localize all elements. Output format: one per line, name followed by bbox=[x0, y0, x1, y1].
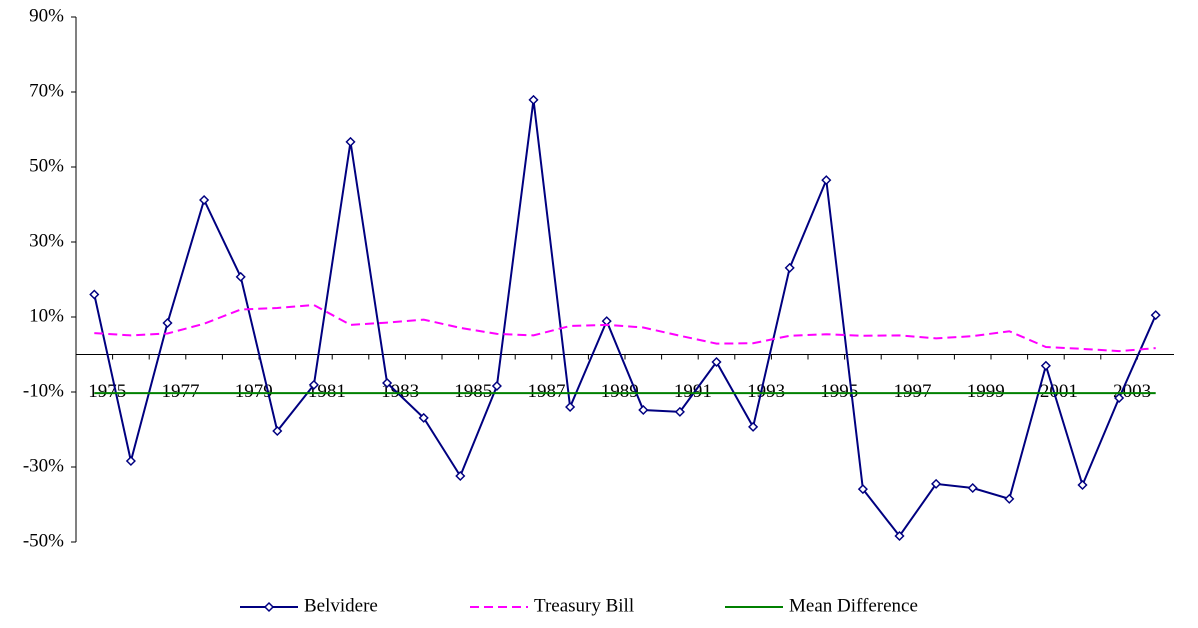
point-marker bbox=[235, 271, 246, 282]
point-marker bbox=[1150, 310, 1161, 321]
legend-label: Belvidere bbox=[304, 595, 378, 616]
point-marker bbox=[308, 379, 319, 390]
legend-label: Treasury Bill bbox=[534, 595, 634, 616]
x-tick-label: 1977 bbox=[162, 381, 200, 402]
point-marker bbox=[1040, 360, 1051, 371]
y-tick-label: 70% bbox=[29, 80, 64, 101]
point-marker bbox=[125, 455, 136, 467]
y-tick-label: -50% bbox=[23, 530, 64, 551]
point-marker bbox=[528, 94, 539, 105]
x-tick-label: 1999 bbox=[967, 381, 1005, 402]
legend-label: Mean Difference bbox=[789, 595, 918, 616]
point-marker bbox=[821, 175, 832, 186]
point-marker bbox=[1077, 479, 1088, 491]
point-marker bbox=[455, 470, 466, 482]
point-marker bbox=[162, 317, 173, 329]
y-tick-label: 10% bbox=[29, 305, 64, 326]
point-marker bbox=[894, 530, 905, 542]
point-marker bbox=[711, 356, 722, 368]
y-tick-label: 90% bbox=[29, 5, 64, 26]
point-marker bbox=[272, 425, 283, 437]
x-tick-label: 1995 bbox=[820, 381, 858, 402]
point-marker bbox=[857, 484, 868, 495]
point-marker bbox=[748, 421, 759, 432]
point-marker bbox=[491, 380, 502, 392]
x-tick-label: 1989 bbox=[601, 381, 639, 402]
point-marker bbox=[638, 404, 649, 416]
y-tick-label: 30% bbox=[29, 230, 64, 251]
x-tick-label: 1991 bbox=[674, 381, 712, 402]
point-marker bbox=[565, 401, 576, 413]
x-tick-label: 1985 bbox=[454, 381, 492, 402]
point-marker bbox=[418, 412, 429, 423]
x-tick-label: 1975 bbox=[88, 381, 126, 402]
x-tick-label: 2001 bbox=[1040, 381, 1078, 402]
point-marker bbox=[382, 377, 393, 389]
legend-marker bbox=[263, 601, 275, 613]
x-tick-label: 1993 bbox=[747, 381, 785, 402]
point-marker bbox=[345, 136, 356, 147]
y-tick-label: -30% bbox=[23, 455, 64, 476]
y-tick-label: -10% bbox=[23, 380, 64, 401]
y-tick-label: 50% bbox=[29, 155, 64, 176]
point-marker bbox=[89, 289, 100, 300]
x-tick-label: 1997 bbox=[894, 381, 932, 402]
point-marker bbox=[1004, 493, 1015, 504]
point-marker bbox=[931, 478, 942, 489]
series-line bbox=[93, 99, 1157, 538]
point-marker bbox=[967, 482, 978, 494]
x-tick-label: 1987 bbox=[528, 381, 566, 402]
point-marker bbox=[1114, 392, 1125, 404]
point-marker bbox=[199, 194, 210, 206]
series-line bbox=[94, 303, 1156, 353]
point-marker bbox=[674, 406, 685, 417]
x-tick-label: 1979 bbox=[235, 381, 273, 402]
point-marker bbox=[784, 262, 795, 273]
